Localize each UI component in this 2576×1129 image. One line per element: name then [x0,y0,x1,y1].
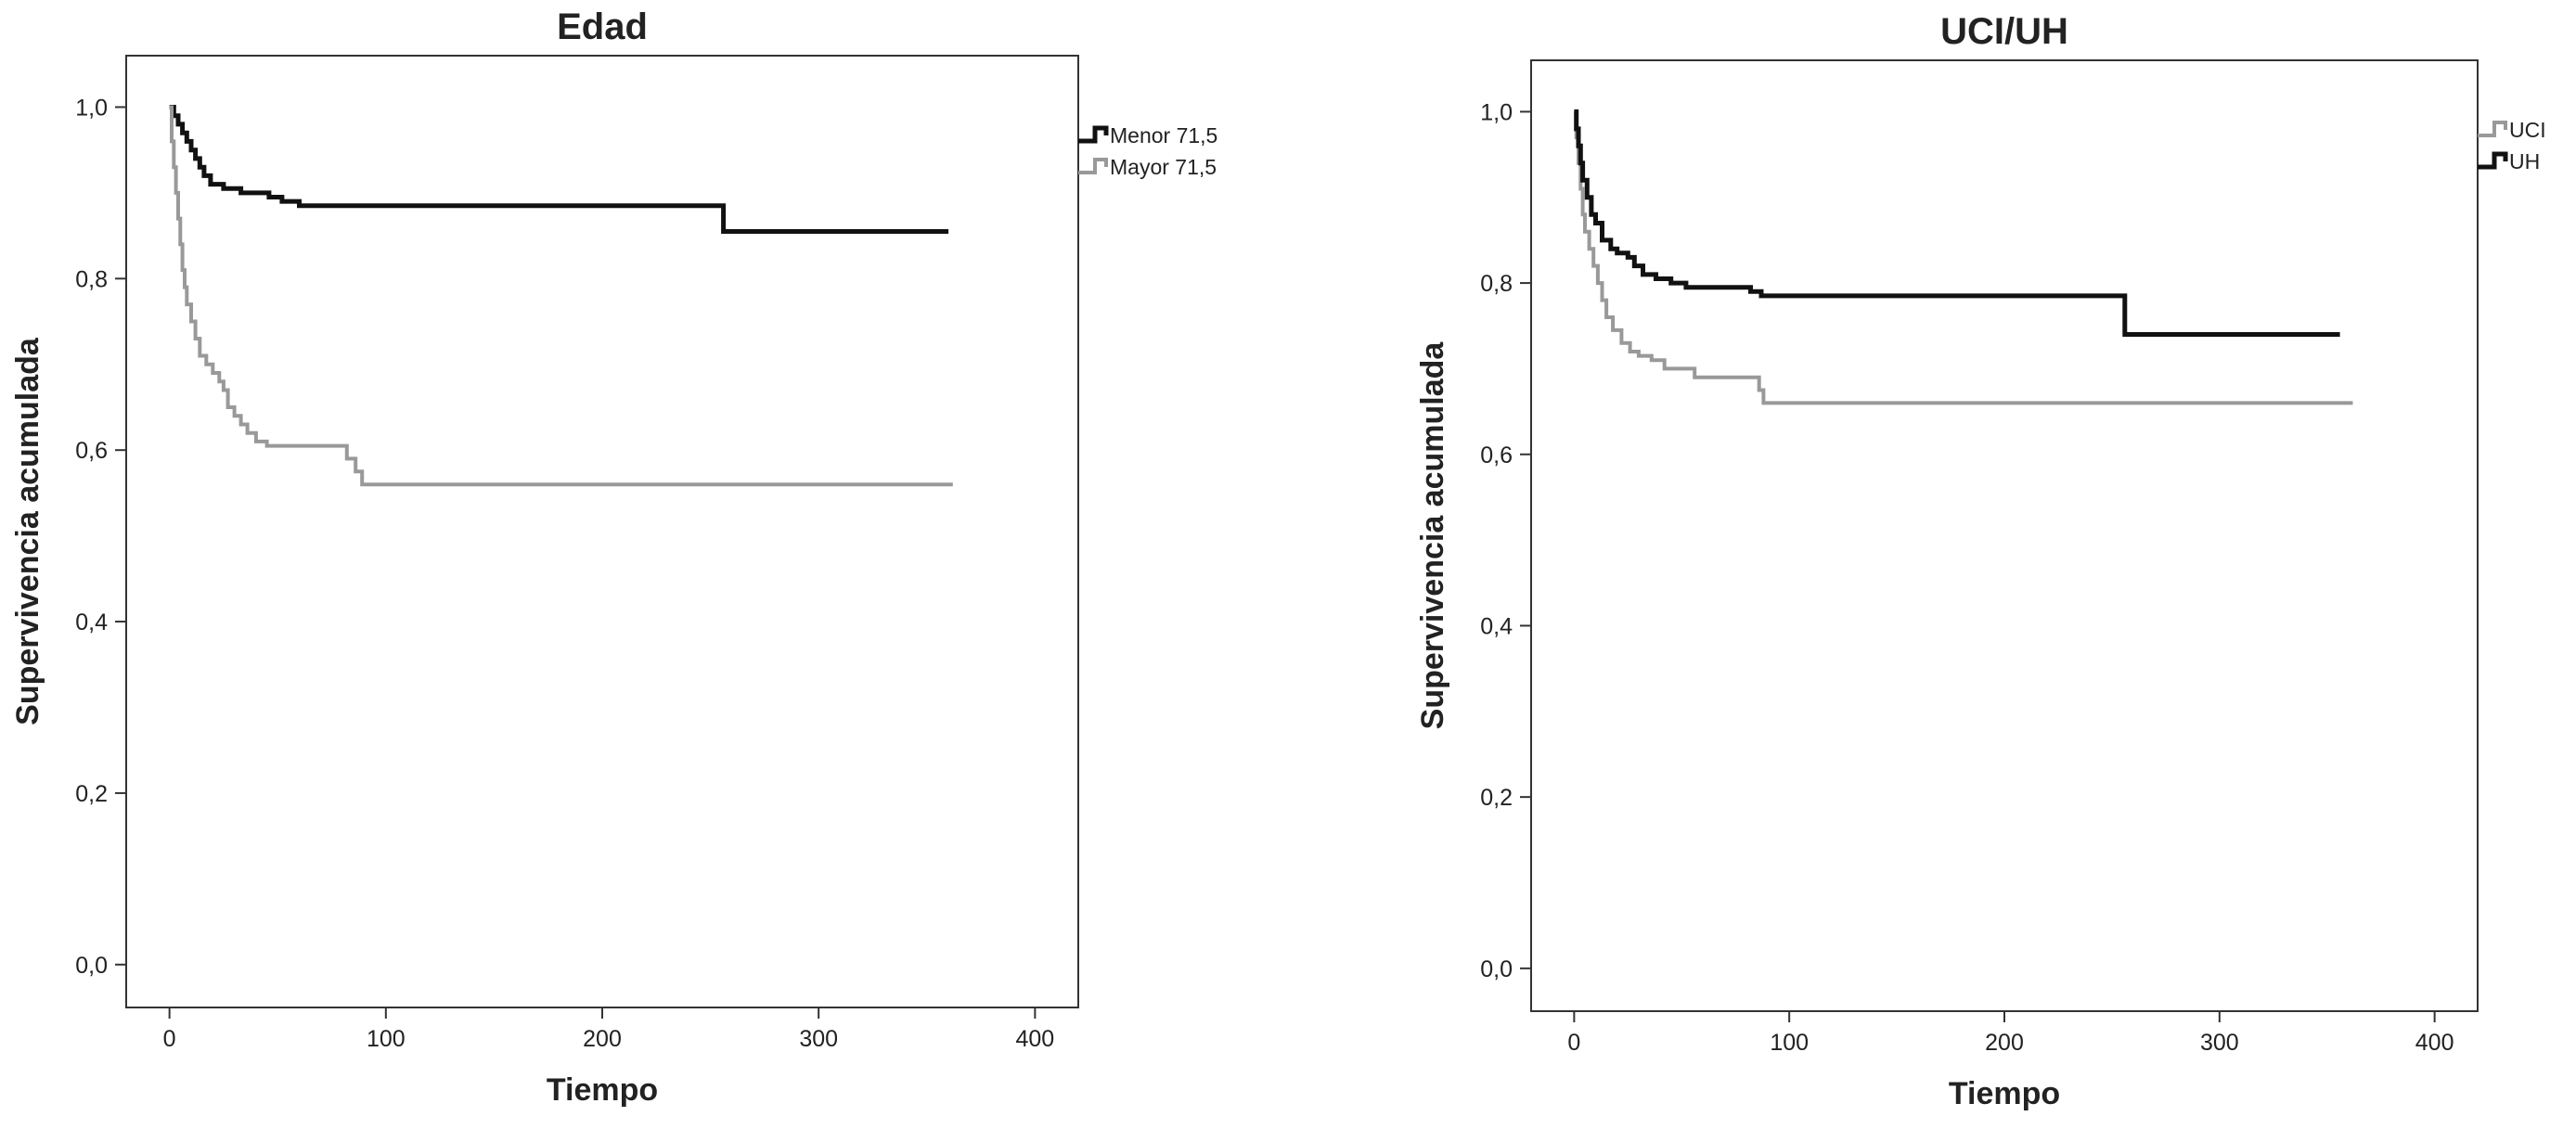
legend-swatch [1078,125,1109,144]
x-tick-label: 100 [367,1026,406,1052]
legend-label: Menor 71,5 [1110,123,1217,148]
y-tick-label: 1,0 [75,95,108,121]
plot-frame [1530,59,2479,1012]
chart-panel-1: Edad 0,0 0,2 0,4 0,6 0,8 1,0 0 100 200 300 400 Tiemp… [10,6,1217,1108]
legend-label: UH [2509,149,2540,173]
x-axis-label: Tiempo [547,1072,658,1108]
y-tick-label: 1,0 [1480,99,1513,125]
y-tick-label: 0,2 [75,781,108,807]
chart-panel-2: UCI/UH 0,0 0,2 0,4 0,6 0,8 1,0 0 100 200 300 400 Tie… [1415,11,2546,1111]
x-tick-label: 100 [1770,1030,1809,1056]
y-tick-label: 0,8 [1480,271,1513,297]
y-tick-label: 0,6 [1480,443,1513,468]
legend-swatch [2478,121,2507,137]
series-line-menor-71-5 [169,105,949,234]
legend-label: UCI [2509,118,2546,142]
y-tick-label: 0,0 [75,953,108,979]
x-tick-label: 400 [2415,1030,2454,1056]
y-axis-label: Supervivencia acumulada [10,337,45,725]
y-tick-label: 0,4 [1480,613,1513,639]
x-axis-label: Tiempo [1949,1076,2060,1111]
y-tick-label: 0,2 [1480,785,1513,811]
x-tick-label: 0 [163,1026,176,1052]
series-line-mayor-71-5 [169,105,953,487]
x-tick-label: 200 [583,1026,622,1052]
x-tick-label: 300 [2200,1030,2239,1056]
series-line-uh [1574,109,2340,337]
legend-label: Mayor 71,5 [1110,155,1217,179]
x-tick-label: 400 [1016,1026,1055,1052]
x-tick-label: 200 [1985,1030,2024,1056]
y-tick-label: 0,8 [75,266,108,292]
chart-title: Edad [557,6,648,47]
x-tick-label: 300 [799,1026,838,1052]
x-tick-label: 0 [1567,1030,1580,1056]
legend-swatch [2478,151,2508,170]
series-line-uci [1574,109,2353,405]
y-tick-label: 0,4 [75,609,108,635]
y-axis-label: Supervivencia acumulada [1415,341,1450,730]
y-tick-label: 0,0 [1480,956,1513,982]
y-tick-label: 0,6 [75,438,108,464]
chart-title: UCI/UH [1940,11,2068,52]
legend-swatch [1078,158,1108,174]
